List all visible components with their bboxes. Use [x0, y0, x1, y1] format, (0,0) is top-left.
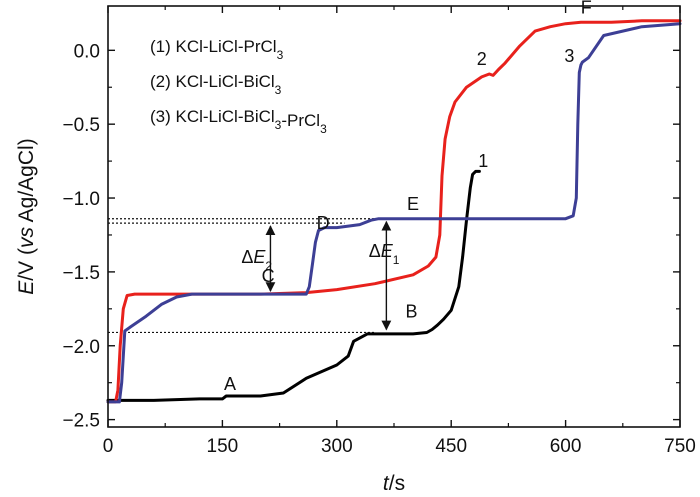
delta-label-1: ΔE1: [369, 241, 400, 267]
annotation-1: 1: [478, 151, 488, 171]
x-tick-label: 450: [435, 436, 467, 457]
legend-item-3-text: (3) KCl-LiCl-BiCl: [150, 107, 275, 126]
legend-item-2-text: (2) KCl-LiCl-BiCl: [150, 72, 275, 91]
delta-label-2: ΔE2: [241, 247, 272, 273]
y-axis-title: E/V (vs Ag/AgCl): [15, 138, 38, 294]
y-axis-title-vs: vs: [15, 227, 38, 249]
y-tick-label: −0.5: [62, 115, 100, 136]
y-axis-title-ref: Ag/AgCl): [15, 138, 38, 227]
legend-item-1: (1) KCl-LiCl-PrCl3: [150, 37, 284, 62]
legend-item-2-sub: 3: [275, 83, 282, 97]
x-tick-label: 0: [103, 436, 114, 457]
annotation-D: D: [317, 213, 330, 233]
annotation-F: F: [581, 0, 592, 17]
series-line-3: [106, 22, 682, 404]
legend-item-3-sub2: 3: [320, 122, 327, 136]
annotation-2: 2: [477, 49, 487, 69]
series-line-1: [106, 169, 481, 402]
legend-item-2: (2) KCl-LiCl-BiCl3: [150, 72, 282, 97]
series-group: [106, 19, 682, 404]
y-axis-title-part: /V (: [15, 248, 38, 281]
x-axis-title: t/s: [383, 472, 405, 495]
delta-arrows: [265, 220, 392, 331]
annotation-B: B: [406, 302, 418, 322]
x-axis-title-unit: /s: [389, 472, 405, 495]
legend-item-1-sub: 3: [277, 48, 284, 62]
annotation-C: C: [262, 266, 275, 286]
axis-ticks: [107, 6, 681, 427]
y-tick-label: −1.0: [62, 189, 100, 210]
axis-tick-labels: 0 150 300 450 600 750 0.0 −0.5 −1.0 −1.5 −2.0 −2.5: [62, 41, 695, 457]
legend-item-3: (3) KCl-LiCl-BiCl3-PrCl3: [150, 107, 327, 136]
x-tick-label: 750: [664, 436, 696, 457]
y-tick-label: −1.5: [62, 263, 100, 284]
x-axis-title-symbol: t: [383, 472, 390, 495]
annotation-3: 3: [564, 46, 574, 66]
legend: (1) KCl-LiCl-PrCl3 (2) KCl-LiCl-BiCl3 (3…: [150, 37, 327, 136]
point-annotations: A B C D E F 2 3 1 ΔE2 ΔE1: [224, 0, 592, 394]
x-tick-label: 150: [207, 436, 239, 457]
legend-item-1-text: (1) KCl-LiCl-PrCl: [150, 37, 277, 56]
series-line-2: [106, 19, 682, 404]
y-tick-label: −2.0: [62, 337, 100, 358]
legend-item-3-sub: 3: [275, 118, 282, 132]
reference-lines: [108, 218, 391, 334]
legend-item-3-tail: -PrCl: [281, 111, 320, 130]
annotation-A: A: [224, 374, 236, 394]
y-tick-label: −2.5: [62, 411, 100, 432]
plot-frame: [107, 5, 681, 428]
x-tick-label: 600: [550, 436, 582, 457]
annotation-E: E: [407, 194, 419, 214]
x-tick-label: 300: [321, 436, 353, 457]
y-axis-title-symbol: E: [15, 280, 38, 295]
y-tick-label: 0.0: [74, 41, 100, 62]
